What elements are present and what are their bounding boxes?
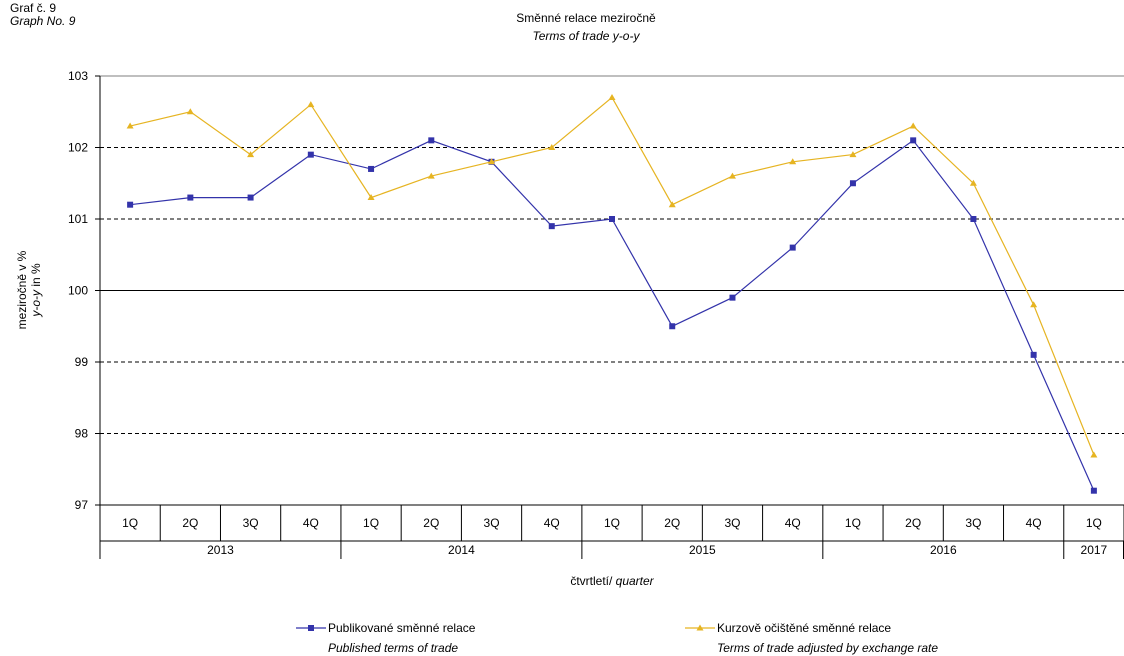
legend-label-adjusted-en: Terms of trade adjusted by exchange rate (717, 641, 938, 655)
legend-label-published: Publikované směnné relace (328, 621, 476, 635)
legend-item-published: Publikované směnné relace Published term… (296, 621, 476, 655)
x-tick-label-10: 3Q (724, 516, 740, 530)
point-0-13 (910, 137, 917, 144)
point-1-10 (728, 172, 736, 179)
point-1-7 (548, 144, 556, 150)
point-1-5 (427, 172, 435, 179)
x-year-label-2013: 2013 (207, 543, 234, 557)
y-tick-label-99: 99 (75, 355, 89, 369)
x-tick-label-15: 4Q (1026, 516, 1042, 530)
x-tick-label-7: 4Q (544, 516, 560, 530)
x-tick-label-5: 2Q (423, 516, 439, 530)
x-tick-label-1: 2Q (182, 516, 198, 530)
point-1-1 (186, 108, 194, 115)
series-layer (126, 93, 1098, 494)
point-1-9 (668, 201, 676, 208)
point-1-0 (126, 122, 134, 129)
x-tick-label-2: 3Q (243, 516, 259, 530)
chart-subtitle: Terms of trade y-o-y (533, 29, 641, 43)
x-tick-label-14: 3Q (965, 516, 981, 530)
y-tick-label-100: 100 (68, 284, 88, 298)
x-axis-title-en: quarter (616, 574, 655, 588)
point-0-3 (307, 151, 314, 158)
point-0-2 (247, 194, 254, 201)
y-axis-title-en-suffix: in % (29, 263, 43, 290)
point-0-5 (428, 137, 435, 144)
point-1-11 (789, 158, 797, 165)
legend: Publikované směnné relace Published term… (296, 621, 938, 655)
point-1-4 (367, 194, 375, 201)
y-tick-label-103: 103 (68, 69, 88, 83)
point-1-15 (1030, 301, 1038, 308)
y-tick-label-97: 97 (75, 498, 89, 512)
point-0-4 (368, 165, 375, 172)
legend-label-adjusted: Kurzově očištěné směnné relace (717, 621, 891, 635)
grid-layer (99, 75, 1124, 559)
series-adjusted (126, 93, 1098, 458)
y-axis-title-cz: meziročně v % (15, 250, 29, 329)
x-year-label-2016: 2016 (930, 543, 957, 557)
point-1-13 (909, 122, 917, 129)
x-tick-label-16: 1Q (1086, 516, 1102, 530)
point-0-14 (970, 216, 977, 222)
y-axis-title-en-prefix: y-o-y (29, 289, 43, 318)
point-1-14 (969, 179, 977, 186)
x-tick-label-8: 1Q (604, 516, 620, 530)
legend-label-published-en: Published terms of trade (328, 641, 458, 655)
graph-label: Graf č. 9 Graph No. 9 (10, 2, 75, 28)
y-tick-label-98: 98 (75, 427, 89, 441)
x-tick-label-3: 4Q (303, 516, 319, 530)
x-axis: 1Q 2Q 3Q 4Q 1Q 2Q 3Q 4Q 1Q 2Q 3Q 4Q 1Q 2Q 3Q 4Q 1Q 2013 20… (99, 504, 1124, 559)
series-line-0 (130, 139, 1095, 491)
x-year-label-2017: 2017 (1081, 543, 1108, 557)
point-1-6 (488, 158, 496, 165)
point-0-11 (789, 244, 796, 251)
point-0-16 (1090, 487, 1097, 494)
x-tick-label-9: 2Q (664, 516, 680, 530)
point-1-8 (608, 93, 616, 100)
y-axis-title-en: y-o-y in % (29, 263, 43, 318)
point-0-12 (849, 180, 856, 187)
point-1-2 (247, 151, 255, 158)
point-0-8 (609, 216, 615, 222)
point-0-1 (187, 194, 194, 201)
x-tick-label-0: 1Q (122, 516, 138, 530)
x-axis-title-cz: čtvrtletí/ (570, 574, 615, 588)
point-1-16 (1090, 451, 1098, 458)
x-tick-label-4: 1Q (363, 516, 379, 530)
chart-title: Směnné relace meziročně (516, 11, 656, 25)
series-published (127, 137, 1097, 494)
x-tick-label-11: 4Q (785, 516, 801, 530)
y-tick-label-102: 102 (68, 141, 88, 155)
point-0-0 (127, 201, 134, 208)
point-0-10 (729, 294, 736, 301)
legend-marker-adjusted (696, 624, 704, 631)
point-0-7 (548, 223, 555, 230)
x-year-label-2015: 2015 (689, 543, 716, 557)
point-1-3 (307, 101, 315, 108)
x-year-label-2014: 2014 (448, 543, 475, 557)
y-tick-labels: 97 98 99 100 101 102 103 (68, 69, 100, 512)
x-tick-label-6: 3Q (484, 516, 500, 530)
graph-label-en: Graph No. 9 (10, 14, 76, 28)
y-tick-label-101: 101 (68, 212, 88, 226)
point-0-15 (1030, 351, 1037, 358)
point-0-9 (669, 323, 676, 330)
point-1-12 (849, 151, 857, 158)
graph-label-cz: Graf č. 9 (10, 1, 57, 15)
x-tick-label-12: 1Q (845, 516, 861, 530)
x-tick-label-13: 2Q (905, 516, 921, 530)
x-axis-title: čtvrtletí/ quarter (570, 574, 654, 588)
legend-item-adjusted: Kurzově očištěné směnné relace Terms of … (685, 621, 938, 655)
legend-marker-published (308, 625, 314, 631)
series-line-1 (129, 96, 1095, 456)
